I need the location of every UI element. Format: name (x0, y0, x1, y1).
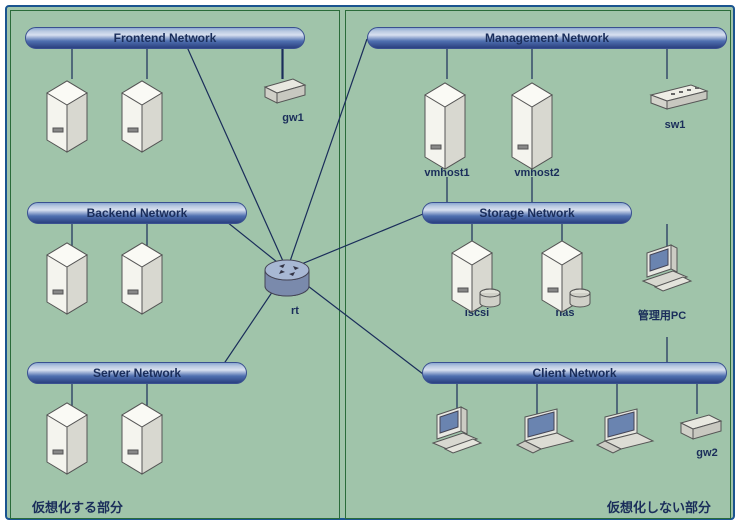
diagram-container: Frontend Network Backend Network Server … (5, 5, 735, 520)
icon-layer (7, 7, 737, 522)
